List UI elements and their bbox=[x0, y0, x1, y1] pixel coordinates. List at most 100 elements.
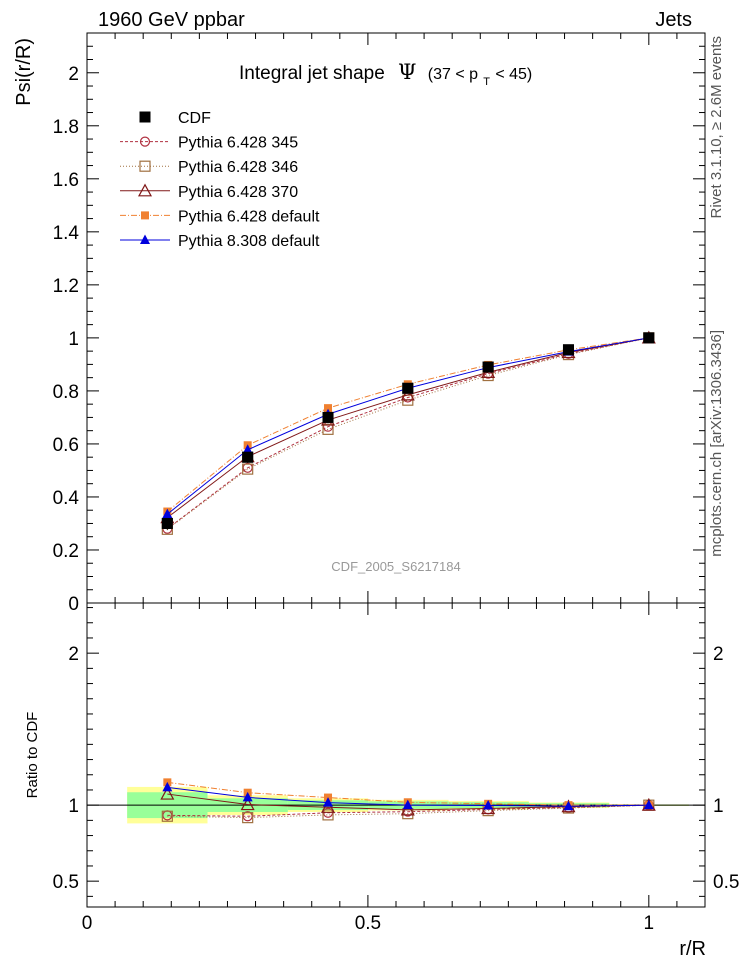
ratio-point-p8def bbox=[162, 781, 173, 792]
legend-item-p370: Pythia 6.428 370 bbox=[120, 183, 298, 201]
series-line-p8def bbox=[167, 337, 649, 515]
point-p8def bbox=[242, 444, 253, 454]
legend-label: Pythia 6.428 370 bbox=[178, 184, 298, 201]
point-p346 bbox=[242, 463, 254, 475]
ratio-panel-frame bbox=[86, 602, 706, 908]
legend-label: Pythia 6.428 346 bbox=[178, 159, 298, 176]
energy-label: 1960 GeV ppbar bbox=[98, 9, 245, 31]
ratio-point-p8def bbox=[323, 797, 334, 807]
ratio-y-tick-label: 2 bbox=[68, 644, 79, 665]
ratio-y-tick-labels: 0.5 0.5 1 1 2 2 bbox=[53, 644, 740, 893]
ratio-line-p346 bbox=[167, 804, 649, 819]
ratio-point-p8def bbox=[563, 800, 574, 811]
main-y-tick-labels: 0 0.2 0.4 0.6 0.8 1 1.2 1.4 1.6 1.8 2 bbox=[53, 64, 80, 615]
y-tick-label: 1.4 bbox=[53, 223, 80, 244]
ratio-point-p346 bbox=[161, 810, 173, 822]
analysis-watermark: CDF_2005_S6217184 bbox=[331, 559, 460, 574]
y-tick-label: 1.8 bbox=[53, 117, 79, 138]
series-p6def bbox=[163, 333, 653, 516]
series-line-p6def bbox=[167, 337, 649, 512]
series-line-p345 bbox=[167, 337, 649, 530]
series-p8def bbox=[162, 332, 654, 519]
legend-marker bbox=[140, 234, 150, 244]
series-cdf-top bbox=[161, 332, 655, 529]
series-p346 bbox=[161, 332, 655, 535]
x-tick-label: 1 bbox=[644, 913, 655, 934]
chart-title: Integral jet shape Ψ (37 < p T < 45) bbox=[239, 60, 532, 90]
y-tick-label: 0.2 bbox=[53, 541, 79, 562]
legend-marker bbox=[141, 211, 149, 220]
main-panel: 0 0.2 0.4 0.6 0.8 1 1.2 1.4 1.6 1.8 2 Psi(r/R) Int… bbox=[13, 32, 706, 615]
ratio-x-tick-labels: 0 0.5 1 bbox=[82, 913, 654, 934]
series-cdf bbox=[161, 332, 655, 531]
legend-marker bbox=[139, 111, 151, 123]
y-tick-label: 2 bbox=[68, 64, 79, 85]
ratio-y-tick-label-right: 0.5 bbox=[713, 872, 739, 893]
series-line-p370 bbox=[167, 337, 649, 519]
y-tick-label: 0.6 bbox=[53, 435, 79, 456]
legend-item-p8def: Pythia 8.308 default bbox=[120, 233, 320, 250]
series-line-p346 bbox=[167, 337, 649, 530]
legend-item-p345: Pythia 6.428 345 bbox=[120, 135, 298, 152]
ratio-y-axis-label: Ratio to CDF bbox=[24, 712, 41, 799]
legend: CDF Pythia 6.428 345 Pythia 6.428 346 Pythi… bbox=[120, 110, 320, 250]
ratio-point-p8def bbox=[242, 791, 253, 802]
ratio-y-tick-label: 1 bbox=[68, 796, 79, 817]
point-p346 bbox=[322, 423, 334, 435]
chart-title-psi: Ψ bbox=[398, 60, 416, 84]
rivet-label: Rivet 3.1.10, ≥ 2.6M events bbox=[708, 36, 725, 219]
ratio-y-tick-label: 0.5 bbox=[53, 872, 79, 893]
legend-label: CDF bbox=[178, 110, 211, 127]
chart-title-range-b: < 45) bbox=[495, 66, 532, 83]
legend-marker bbox=[139, 136, 151, 147]
main-series-group bbox=[160, 330, 656, 535]
ratio-point-p346 bbox=[242, 812, 254, 824]
ratio-y-tick-label-right: 2 bbox=[713, 644, 724, 665]
process-label: Jets bbox=[655, 9, 692, 31]
ratio-axis-ticks bbox=[86, 603, 706, 907]
point-cdf bbox=[322, 411, 334, 423]
series-p370 bbox=[160, 330, 656, 524]
y-tick-label: 0 bbox=[68, 594, 79, 615]
legend-label: Pythia 8.308 default bbox=[178, 233, 320, 250]
chart-title-main: Integral jet shape bbox=[239, 63, 385, 84]
y-tick-label: 0.4 bbox=[53, 488, 80, 509]
legend-item-p346: Pythia 6.428 346 bbox=[120, 159, 298, 176]
legend-marker bbox=[137, 183, 153, 197]
ratio-point-p346 bbox=[322, 809, 334, 821]
point-cdf bbox=[161, 517, 173, 529]
legend-label: Pythia 6.428 default bbox=[178, 208, 320, 225]
chart-title-range-a: (37 < p bbox=[428, 66, 478, 83]
ratio-point-p370 bbox=[321, 800, 336, 813]
legend-item-p6def: Pythia 6.428 default bbox=[120, 208, 320, 225]
point-cdf bbox=[402, 382, 414, 394]
y-tick-label: 1 bbox=[68, 329, 79, 350]
ratio-point-p8def bbox=[402, 799, 413, 810]
point-cdf bbox=[242, 451, 254, 463]
point-cdf bbox=[562, 344, 574, 356]
main-axis-ticks bbox=[86, 33, 706, 604]
point-p370 bbox=[400, 387, 415, 401]
ratio-panel: 0.5 0.51 12 2 0 0.5 1 Ratio to CDF r/R bbox=[24, 602, 740, 960]
y-tick-label: 1.2 bbox=[53, 276, 79, 297]
y-tick-label: 1.6 bbox=[53, 170, 79, 191]
ratio-series-group bbox=[160, 778, 656, 824]
ratio-point-p370 bbox=[240, 797, 255, 811]
ratio-point-p370 bbox=[400, 802, 415, 816]
ratio-series-p8def bbox=[162, 781, 654, 811]
point-p6def bbox=[324, 404, 333, 413]
point-p8def bbox=[162, 508, 173, 519]
x-tick-label: 0.5 bbox=[355, 913, 381, 934]
legend-label: Pythia 6.428 345 bbox=[178, 135, 298, 152]
y-tick-label: 0.8 bbox=[53, 382, 79, 403]
series-p345 bbox=[162, 332, 654, 534]
x-tick-label: 0 bbox=[82, 913, 93, 934]
x-axis-label: r/R bbox=[679, 938, 706, 960]
chart-title-range-sub: T bbox=[483, 76, 490, 88]
ratio-y-tick-label-right: 1 bbox=[713, 796, 724, 817]
ratio-point-p8def bbox=[483, 799, 494, 810]
legend-marker bbox=[139, 160, 151, 172]
main-y-axis-label: Psi(r/R) bbox=[13, 38, 35, 106]
mcplots-label: mcplots.cern.ch [arXiv:1306.3436] bbox=[708, 330, 725, 557]
